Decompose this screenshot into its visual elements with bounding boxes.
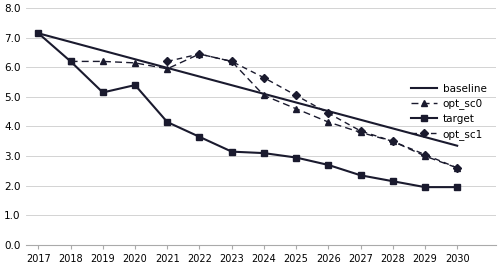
Legend: baseline, opt_sc0, target, opt_sc1: baseline, opt_sc0, target, opt_sc1: [407, 80, 490, 144]
